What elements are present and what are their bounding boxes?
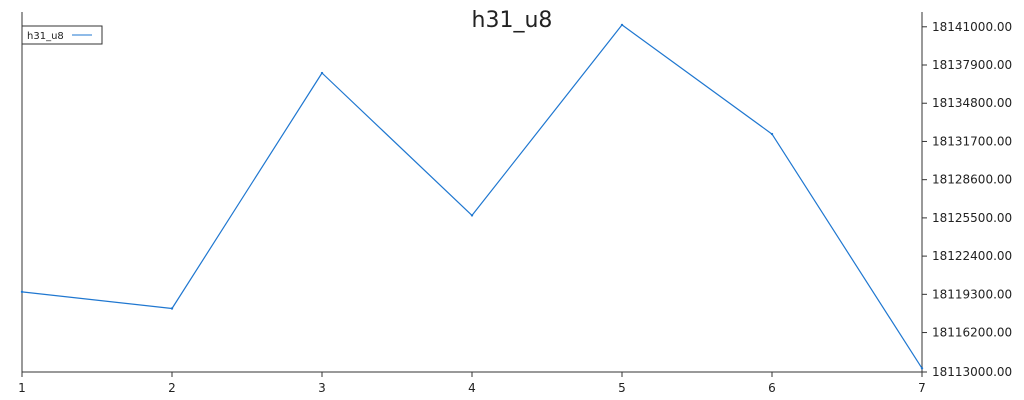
x-tick-label: 1 <box>18 381 26 395</box>
y-tick-label: 18116200.00 <box>932 326 1012 340</box>
y-tick-label: 18137900.00 <box>932 58 1012 72</box>
y-tick-label: 18141000.00 <box>932 20 1012 34</box>
data-point <box>470 214 474 217</box>
data-point <box>620 23 624 27</box>
data-point <box>170 307 174 310</box>
data-point <box>920 367 924 370</box>
x-tick-label: 6 <box>768 381 776 395</box>
y-tick-label: 18128600.00 <box>932 173 1012 187</box>
series-layer <box>20 23 924 370</box>
chart-axes <box>21 12 923 373</box>
y-tick-label: 18122400.00 <box>932 249 1012 263</box>
y-tick-label: 18113000.00 <box>932 365 1012 379</box>
x-tick-label: 7 <box>918 381 926 395</box>
legend-box <box>21 25 103 45</box>
y-tick-label: 18119300.00 <box>932 287 1012 301</box>
x-tick-label: 2 <box>168 381 176 395</box>
legend: h31_u8 <box>21 25 103 45</box>
x-ticks: 1 2 3 4 5 6 7 <box>18 372 926 395</box>
data-point <box>20 290 24 294</box>
y-tick-label: 18131700.00 <box>932 134 1012 148</box>
chart-title: h31_u8 <box>471 8 553 33</box>
data-point <box>770 132 774 136</box>
y-ticks: 18113000.00 18116200.00 18119300.00 1812240… <box>922 20 1012 379</box>
x-tick-label: 4 <box>468 381 476 395</box>
legend-label: h31_u8 <box>27 31 64 42</box>
x-tick-label: 3 <box>318 381 326 395</box>
x-tick-label: 5 <box>618 381 626 395</box>
series-line <box>21 24 923 369</box>
y-tick-label: 18125500.00 <box>932 211 1012 225</box>
y-tick-label: 18134800.00 <box>932 96 1012 110</box>
data-point <box>320 71 324 75</box>
